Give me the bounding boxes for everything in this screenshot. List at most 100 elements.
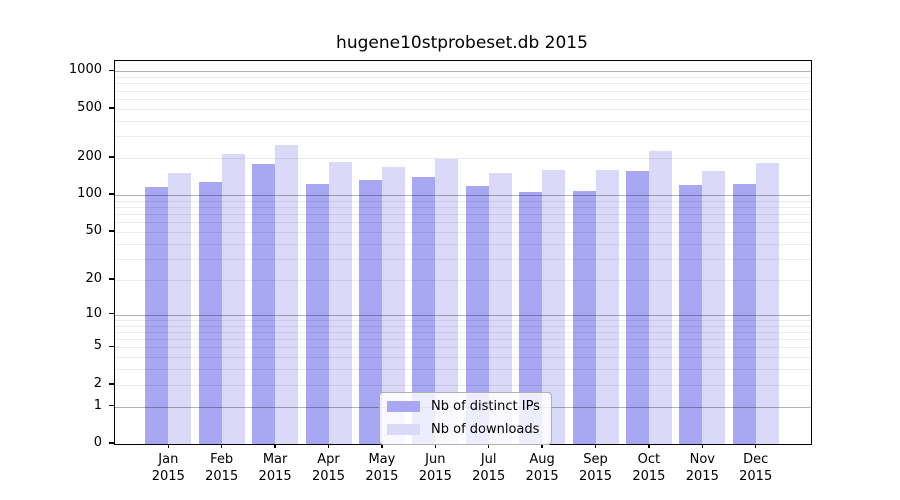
x-tick-label-apr: Apr 2015 <box>301 451 357 485</box>
y-tick-label-100: 100 <box>77 186 102 202</box>
x-tick-oct <box>648 443 650 448</box>
bar-jun-distinct-ips <box>412 177 436 444</box>
x-tick-may <box>381 443 383 448</box>
bar-jan-downloads <box>168 173 192 444</box>
y-tick-label-0: 0 <box>93 435 102 450</box>
legend-label-downloads: Nb of downloads <box>431 422 540 437</box>
x-tick-feb <box>220 443 223 448</box>
bars-layer <box>115 61 811 444</box>
bar-jul-distinct-ips <box>465 186 489 444</box>
legend-label-distinct-ips: Nb of distinct IPs <box>431 399 540 414</box>
bar-sep-downloads <box>595 169 619 444</box>
bar-dec-distinct-ips <box>732 183 756 444</box>
x-label-year: 2015 <box>525 469 559 484</box>
y-tick-5 <box>109 345 114 348</box>
y-tick-10 <box>109 312 114 315</box>
x-tick-jan <box>167 443 170 448</box>
x-tick-label-sep: Sep 2015 <box>568 451 624 485</box>
y-tick-50 <box>109 230 114 232</box>
y-tick-2 <box>109 383 114 385</box>
bar-may-downloads <box>381 166 405 444</box>
y-tick-0 <box>109 442 114 444</box>
bar-oct-distinct-ips <box>625 171 649 444</box>
bar-jul-downloads <box>488 173 512 444</box>
y-tick-1 <box>109 404 114 407</box>
bar-oct-downloads <box>648 151 672 444</box>
y-tick-label-20: 20 <box>85 270 102 286</box>
x-label-year: 2015 <box>151 469 185 484</box>
y-tick-100 <box>109 193 114 195</box>
x-label-month: Oct <box>637 452 661 467</box>
bar-jun-downloads <box>435 159 459 444</box>
x-tick-nov <box>701 443 704 448</box>
x-label-month: Dec <box>743 452 769 467</box>
x-label-year: 2015 <box>578 469 613 484</box>
bar-feb-distinct-ips <box>198 181 222 444</box>
bar-mar-distinct-ips <box>252 164 276 444</box>
x-label-month: Aug <box>529 452 555 467</box>
y-tick-label-1000: 1000 <box>68 62 102 78</box>
x-label-year: 2015 <box>739 469 773 484</box>
bar-nov-downloads <box>702 171 726 444</box>
bar-feb-downloads <box>221 154 245 444</box>
x-label-month: Sep <box>583 452 608 467</box>
y-tick-1000 <box>109 69 114 72</box>
downloads-swatch-icon <box>387 424 420 435</box>
y-tick-label-5: 5 <box>93 338 102 354</box>
plot-area <box>114 60 812 445</box>
x-label-year: 2015 <box>632 469 666 484</box>
y-tick-label-200: 200 <box>77 149 102 165</box>
bar-aug-distinct-ips <box>519 192 543 444</box>
x-label-year: 2015 <box>685 469 719 484</box>
bar-may-distinct-ips <box>358 180 382 444</box>
x-tick-label-jan: Jan 2015 <box>140 451 196 485</box>
y-tick-label-2: 2 <box>93 375 102 391</box>
x-tick-label-feb: Feb 2015 <box>194 451 250 485</box>
bar-sep-distinct-ips <box>572 190 596 444</box>
x-tick-label-may: May 2015 <box>354 451 410 485</box>
x-label-month: Jun <box>425 452 446 467</box>
x-label-month: May <box>368 452 396 467</box>
legend: Nb of distinct IPs Nb of downloads <box>379 392 552 445</box>
x-label-year: 2015 <box>472 469 506 484</box>
y-tick-label-10: 10 <box>85 305 102 321</box>
y-tick-200 <box>109 156 114 158</box>
distinct-ips-swatch-icon <box>387 401 420 412</box>
bar-apr-downloads <box>328 162 352 444</box>
x-tick-label-jul: Jul 2015 <box>461 451 517 485</box>
bar-aug-downloads <box>542 169 566 444</box>
x-label-month: Jan <box>158 452 179 467</box>
bar-nov-distinct-ips <box>679 185 703 444</box>
x-tick-label-nov: Nov 2015 <box>674 451 730 485</box>
x-tick-label-aug: Aug 2015 <box>514 451 570 485</box>
x-label-year: 2015 <box>418 469 452 484</box>
x-label-year: 2015 <box>365 469 399 484</box>
x-tick-label-mar: Mar 2015 <box>247 451 303 485</box>
x-label-month: Jul <box>480 452 497 467</box>
y-tick-20 <box>109 278 114 280</box>
y-tick-label-1: 1 <box>93 397 102 413</box>
x-label-year: 2015 <box>258 469 292 484</box>
x-label-year: 2015 <box>205 469 239 484</box>
bar-apr-distinct-ips <box>305 184 329 444</box>
bar-mar-downloads <box>275 144 299 444</box>
x-label-month: Mar <box>262 452 288 467</box>
x-tick-jul <box>487 443 490 448</box>
y-tick-label-50: 50 <box>85 222 102 238</box>
x-tick-aug <box>541 443 543 448</box>
x-label-month: Nov <box>689 452 715 467</box>
x-tick-label-jun: Jun 2015 <box>407 451 463 485</box>
x-tick-label-dec: Dec 2015 <box>728 451 784 485</box>
x-tick-dec <box>754 443 757 448</box>
x-tick-jun <box>434 443 437 448</box>
x-label-month: Feb <box>210 452 234 467</box>
x-tick-apr <box>327 443 330 448</box>
x-tick-sep <box>594 443 597 448</box>
x-label-month: Apr <box>317 452 340 467</box>
legend-row-distinct-ips: Nb of distinct IPs <box>387 398 540 415</box>
x-tick-mar <box>274 443 276 448</box>
legend-row-downloads: Nb of downloads <box>387 421 540 438</box>
chart-title: hugene10stprobeset.db 2015 <box>336 33 588 53</box>
x-tick-label-oct: Oct 2015 <box>621 451 677 485</box>
